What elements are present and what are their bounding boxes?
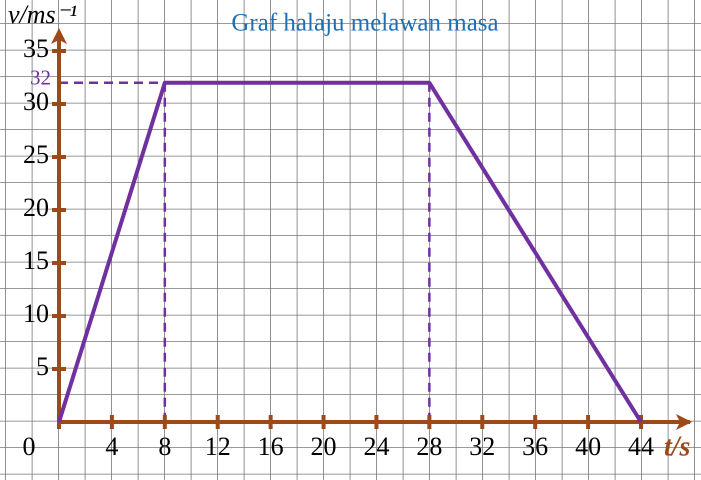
x-tick-label: 0: [23, 432, 36, 461]
y-axis-label: v/ms⁻¹: [8, 0, 77, 29]
x-tick-label: 36: [522, 432, 548, 461]
y-tick-label: 25: [23, 140, 49, 169]
x-tick-label: 40: [575, 432, 601, 461]
x-tick-label: 28: [416, 432, 442, 461]
y-tick-label: 35: [23, 34, 49, 63]
x-tick-label: 16: [258, 432, 284, 461]
y-tick-label: 20: [23, 193, 49, 222]
x-tick-label: 20: [311, 432, 337, 461]
y-axis-arrow: [51, 28, 67, 44]
y-tick-label: 30: [23, 87, 49, 116]
chart-title: Graf halaju melawan masa: [231, 10, 498, 37]
x-axis-label: t/s: [664, 431, 691, 462]
x-tick-label: 44: [628, 432, 654, 461]
y-tick-label: 15: [23, 246, 49, 275]
x-tick-label: 24: [363, 432, 389, 461]
x-tick-label: 4: [105, 432, 118, 461]
x-tick-label: 32: [469, 432, 495, 461]
y-tick-label: 5: [36, 352, 49, 381]
data-line: [57, 80, 643, 424]
y-tick-label: 10: [23, 299, 49, 328]
marker-label: 32: [30, 66, 51, 90]
x-tick-label: 12: [205, 432, 231, 461]
x-axis-arrow: [676, 414, 692, 430]
x-tick-label: 8: [158, 432, 171, 461]
